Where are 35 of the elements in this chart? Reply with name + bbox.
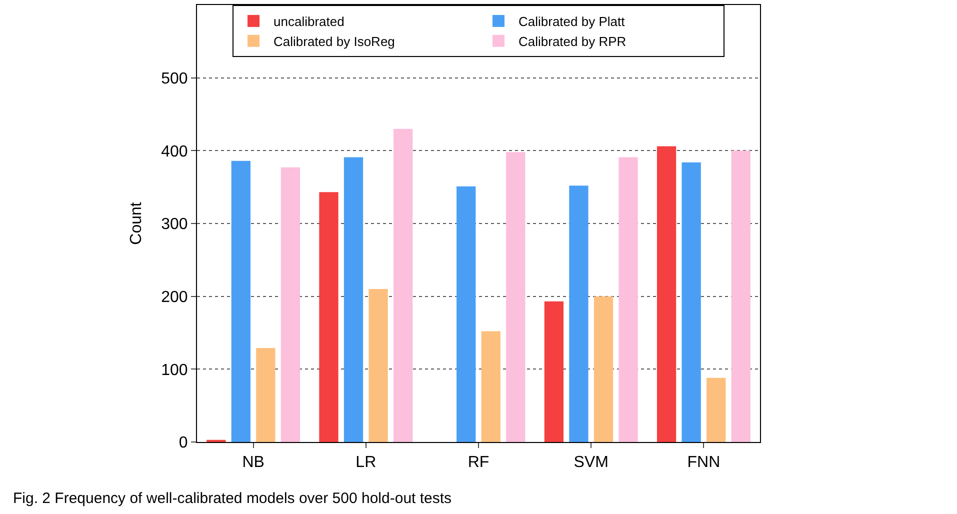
bar [594,296,614,442]
bar [256,348,276,442]
bar [656,146,676,442]
x-tick-label: NB [242,454,264,472]
bar [393,128,413,442]
legend-label: uncalibrated [274,14,344,30]
x-tick-label: LR [356,454,376,472]
bar [481,331,500,442]
x-tick-label: RF [468,454,490,472]
bar [618,157,638,442]
bar [544,301,564,442]
bar [344,157,364,442]
bar [731,150,750,442]
bar [231,160,250,442]
y-tick-label: 0 [178,434,188,452]
bar [280,167,300,442]
bar [706,378,726,442]
legend-label: Calibrated by IsoReg [274,34,395,49]
bar [569,186,588,442]
bar [368,289,388,442]
bar [506,152,526,442]
x-tick-label: SVM [574,454,608,472]
bar [682,162,701,442]
y-tick-label: 300 [161,216,188,234]
y-tick-label: 500 [161,70,188,88]
legend-label: Calibrated by RPR [518,34,626,49]
y-tick-label: 200 [161,288,188,306]
y-axis-title: Count [128,202,145,245]
legend-label: Calibrated by Platt [518,14,626,30]
y-tick-label: 400 [161,143,188,160]
x-tick-label: FNN [687,454,720,472]
bar [319,192,338,442]
y-tick-label: 100 [161,362,188,379]
caption: Fig. 2 Frequency of well-calibrated models over 500 hold-out tests [13,490,452,507]
bar [456,186,476,442]
